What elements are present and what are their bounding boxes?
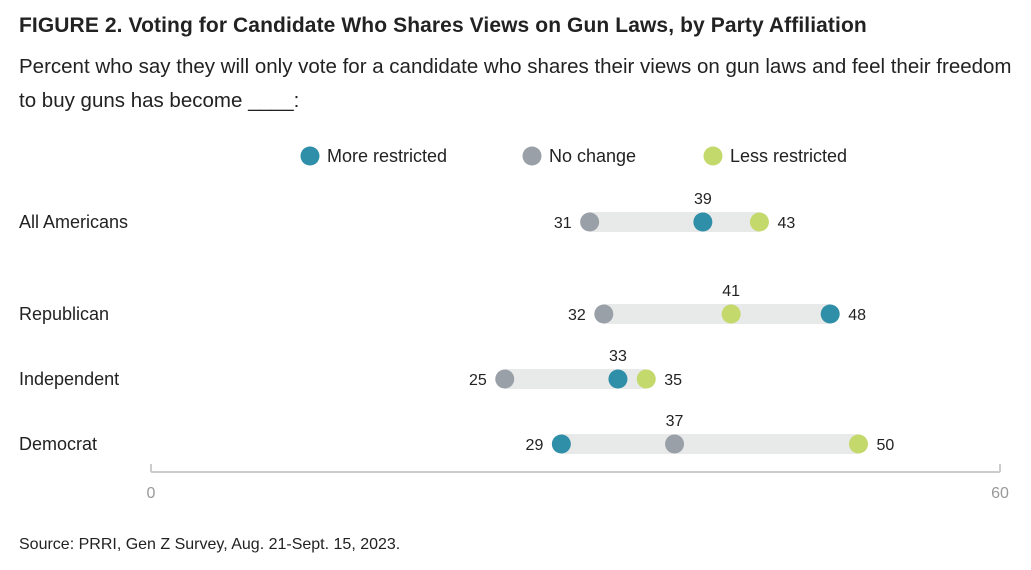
data-label-less-restricted-republican: 41 [722,283,740,300]
chart-rows: All Americans 39 31 43 Republican 48 32 41 Indep… [19,191,894,454]
data-label-no-change-all-americans: 31 [554,215,572,232]
legend-label-less-restricted: Less restricted [730,146,847,166]
dot-less-restricted-democrat [849,434,868,454]
row-label-independent: Independent [19,369,119,389]
dot-no-change-republican [594,304,614,324]
data-label-more-restricted-independent: 33 [609,348,627,365]
data-label-more-restricted-all-americans: 39 [694,191,712,208]
row-label-all-americans: All Americans [19,212,128,232]
range-bar-republican [603,304,831,324]
dot-more-restricted-independent [608,369,628,389]
data-label-no-change-democrat: 37 [666,413,684,430]
legend-label-no-change: No change [549,146,636,166]
legend-marker-no-change [522,146,542,166]
legend: More restricted No change Less restricted [300,146,847,166]
dot-range-chart: More restricted No change Less restricted … [19,146,1009,502]
data-label-no-change-republican: 32 [568,307,586,324]
dot-more-restricted-democrat [551,434,571,454]
data-label-no-change-independent: 25 [469,372,487,389]
range-bar-democrat [561,434,859,454]
x-axis: 0 60 [147,464,1009,502]
chart-subtitle: Percent who say they will only vote for … [19,55,1012,112]
dot-less-restricted-republican [721,304,741,324]
legend-label-more-restricted: More restricted [327,146,447,166]
legend-marker-more-restricted [300,146,320,166]
dot-more-restricted-republican [820,304,840,324]
x-tick-label-start: 0 [147,485,156,502]
chart-title: FIGURE 2. Voting for Candidate Who Share… [19,14,867,37]
dot-less-restricted-all-americans [749,212,769,232]
data-label-more-restricted-republican: 48 [848,307,866,324]
dot-more-restricted-all-americans [693,212,713,232]
range-bar-all-americans [589,212,760,232]
legend-marker-less-restricted [703,146,723,166]
dot-no-change-independent [495,369,515,389]
data-label-more-restricted-democrat: 29 [526,437,544,454]
data-label-less-restricted-democrat: 50 [877,437,895,454]
x-tick-label-end: 60 [991,485,1009,502]
row-label-republican: Republican [19,304,109,324]
dot-no-change-all-americans [580,212,600,232]
source-note: Source: PRRI, Gen Z Survey, Aug. 21-Sept… [19,536,401,553]
data-label-less-restricted-all-americans: 43 [777,215,795,232]
dot-less-restricted-independent [636,369,656,389]
row-label-democrat: Democrat [19,434,97,454]
data-label-less-restricted-independent: 35 [664,372,682,389]
dot-no-change-democrat [665,434,685,454]
